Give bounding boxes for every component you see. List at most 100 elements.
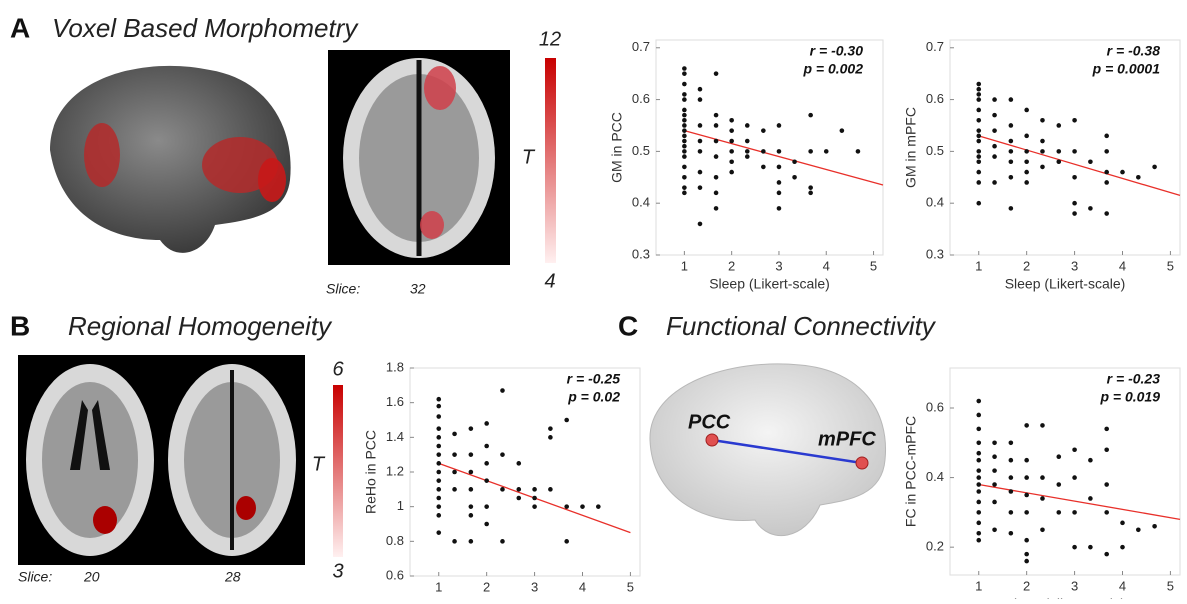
data-point [1104, 180, 1109, 185]
data-point [761, 165, 766, 170]
brain-slices [18, 355, 305, 565]
data-point [500, 487, 505, 492]
slice-number: 20 [83, 569, 100, 585]
x-tick-label: 4 [1119, 578, 1126, 593]
data-point [745, 123, 750, 128]
x-tick-label: 4 [823, 258, 830, 273]
brain-render [50, 66, 291, 253]
y-axis-label: ReHo in PCC [363, 430, 379, 514]
data-point [469, 504, 474, 509]
data-point [1056, 159, 1061, 164]
data-point [436, 426, 441, 431]
data-point [452, 539, 457, 544]
x-tick-label: 2 [483, 579, 490, 594]
data-point [1009, 175, 1014, 180]
data-point [1024, 559, 1029, 564]
data-point [1009, 489, 1014, 494]
data-point [729, 149, 734, 154]
stat-annotation: p = 0.019 [1099, 389, 1160, 405]
y-tick-label: 1.4 [386, 429, 404, 444]
data-point [500, 452, 505, 457]
data-point [729, 118, 734, 123]
data-point [792, 175, 797, 180]
colorbar-min: 4 [544, 270, 555, 292]
data-point [1040, 165, 1045, 170]
node-label: PCC [688, 411, 731, 433]
data-point [1024, 475, 1029, 480]
data-point [992, 128, 997, 133]
data-point [976, 201, 981, 206]
data-point [761, 149, 766, 154]
data-point [729, 170, 734, 175]
data-point [777, 149, 782, 154]
y-tick-label: 0.4 [926, 469, 944, 484]
data-point [1040, 149, 1045, 154]
data-point [856, 149, 861, 154]
panel-title: Regional Homogeneity [68, 311, 333, 341]
data-point [452, 470, 457, 475]
y-tick-label: 0.5 [926, 143, 944, 158]
data-point [532, 504, 537, 509]
data-point [1024, 510, 1029, 515]
y-tick-label: 1.6 [386, 394, 404, 409]
data-point [777, 206, 782, 211]
data-point [1088, 496, 1093, 501]
y-tick-label: 0.3 [632, 246, 650, 261]
panel-letter: B [10, 310, 30, 341]
x-tick-label: 3 [1071, 578, 1078, 593]
data-point [1088, 206, 1093, 211]
data-point [436, 470, 441, 475]
data-point [1136, 175, 1141, 180]
data-point [808, 149, 813, 154]
data-point [976, 482, 981, 487]
data-point [548, 487, 553, 492]
data-point [976, 468, 981, 473]
stat-annotation: r = -0.25 [567, 371, 621, 387]
data-point [1040, 118, 1045, 123]
colorbar [545, 58, 556, 263]
x-tick-label: 5 [870, 258, 877, 273]
data-point [824, 149, 829, 154]
data-point [992, 113, 997, 118]
data-point [500, 388, 505, 393]
data-point [1072, 201, 1077, 206]
data-point [1024, 108, 1029, 113]
data-point [436, 496, 441, 501]
stat-annotation: p = 0.02 [567, 389, 620, 405]
data-point [484, 461, 489, 466]
data-point [976, 128, 981, 133]
data-point [808, 191, 813, 196]
data-point [1024, 159, 1029, 164]
data-point [714, 154, 719, 159]
data-point [1120, 545, 1125, 550]
node-label: mPFC [818, 428, 876, 450]
data-point [976, 118, 981, 123]
data-point [976, 87, 981, 92]
data-point [976, 82, 981, 87]
data-point [682, 66, 687, 71]
data-point [1024, 552, 1029, 557]
data-point [484, 421, 489, 426]
data-point [729, 139, 734, 144]
data-point [469, 539, 474, 544]
data-point [761, 128, 766, 133]
data-point [976, 154, 981, 159]
data-point [564, 539, 569, 544]
data-point [1009, 159, 1014, 164]
data-point [729, 159, 734, 164]
data-point [1040, 423, 1045, 428]
data-point [840, 128, 845, 133]
x-tick-label: 3 [775, 258, 782, 273]
data-point [714, 191, 719, 196]
data-point [976, 427, 981, 432]
data-point [436, 404, 441, 409]
data-point [1056, 149, 1061, 154]
slice-number: 32 [410, 281, 426, 297]
data-point [1024, 423, 1029, 428]
data-point [436, 513, 441, 518]
y-tick-label: 0.8 [386, 533, 404, 548]
figure: A Voxel Based Morphometry B Regional Hom… [0, 0, 1187, 599]
data-point [682, 149, 687, 154]
data-point [1009, 149, 1014, 154]
x-tick-label: 1 [435, 579, 442, 594]
